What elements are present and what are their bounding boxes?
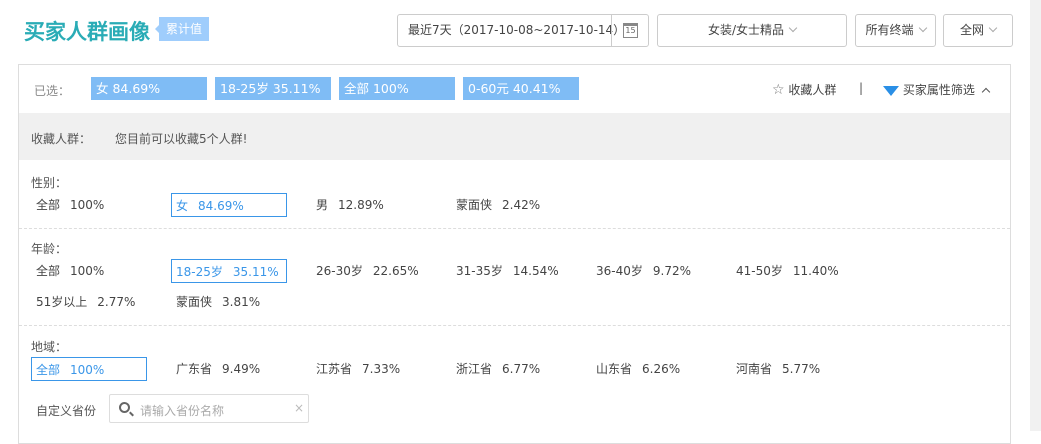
category-dropdown[interactable]: 女装/女士精品 [657,14,847,47]
option-name: 36-40岁 [596,264,643,278]
category-label: 女装/女士精品 [707,23,785,37]
option-value: 9.49% [222,362,261,376]
option-value: 7.33% [362,362,401,376]
age-option[interactable]: 全部 100% [36,259,104,283]
terminal-label: 所有终端 [865,23,914,37]
option-name: 女 [176,199,189,213]
page-title: 买家人群画像 [24,20,150,44]
scrollbar[interactable] [1030,0,1041,431]
option-name: 26-30岁 [316,264,363,278]
region-option[interactable]: 江苏省 7.33% [316,357,400,381]
option-name: 浙江省 [456,362,493,376]
calendar-button[interactable]: 15 [611,15,649,46]
region-option[interactable]: 全部 100% [31,357,147,381]
option-name: 全部 [36,363,61,377]
chevron-up-icon [981,87,990,97]
age-option[interactable]: 41-50岁 11.40% [736,259,839,283]
search-icon [119,402,130,413]
option-name: 41-50岁 [736,264,783,278]
option-value: 84.69% [198,199,244,213]
divider [19,228,1010,229]
favorite-crowd-label: 收藏人群 [788,83,837,97]
option-value: 100% [70,363,105,377]
custom-province-label: 自定义省份 [36,404,97,418]
date-range-label: 最近7天（2017-10-08~2017-10-14） [408,23,626,37]
option-value: 12.89% [338,198,384,212]
favorites-message: 您目前可以收藏5个人群! [115,132,248,146]
selected-chip[interactable]: 全部 100% [339,77,455,100]
region-option[interactable]: 浙江省 6.77% [456,357,540,381]
option-name: 蒙面侠 [456,198,493,212]
date-range-picker[interactable]: 最近7天（2017-10-08~2017-10-14） 15 [397,14,649,47]
option-value: 14.54% [512,264,559,278]
separator: | [859,81,864,95]
selected-chip[interactable]: 18-25岁 35.11% [215,77,331,100]
option-value: 2.77% [97,295,136,309]
gender-label: 性别： [31,176,68,190]
gender-option[interactable]: 蒙面侠 2.42% [456,193,540,217]
option-name: 广东省 [176,362,213,376]
option-value: 35.11% [232,265,279,279]
region-label: 地域： [31,340,68,354]
option-value: 100% [70,264,105,278]
option-value: 2.42% [502,198,541,212]
favorites-label: 收藏人群： [31,132,92,146]
selected-label: 已选： [34,84,71,98]
option-name: 全部 [36,264,61,278]
terminal-dropdown[interactable]: 所有终端 [855,14,936,47]
chevron-down-icon [918,23,927,33]
option-value: 6.26% [642,362,681,376]
option-value: 6.77% [502,362,541,376]
age-option[interactable]: 26-30岁 22.65% [316,259,419,283]
option-name: 河南省 [736,362,773,376]
funnel-icon [883,86,899,96]
option-name: 51岁以上 [36,295,88,309]
age-option[interactable]: 36-40岁 9.72% [596,259,691,283]
region-option[interactable]: 广东省 9.49% [176,357,260,381]
calendar-icon: 15 [623,23,638,38]
filter-label: 买家属性筛选 [902,83,975,97]
option-value: 5.77% [782,362,821,376]
age-option[interactable]: 31-35岁 14.54% [456,259,559,283]
gender-option[interactable]: 女 84.69% [171,193,287,217]
option-name: 山东省 [596,362,633,376]
selected-chip[interactable]: 女 84.69% [91,77,207,100]
favorites-row [19,113,1010,160]
buyer-attribute-filter-toggle[interactable]: 买家属性筛选 [883,81,990,98]
search-icon-handle [129,411,134,417]
option-value: 22.65% [372,264,419,278]
option-name: 18-25岁 [176,265,223,279]
gender-option[interactable]: 男 12.89% [316,193,384,217]
option-value: 11.40% [792,264,839,278]
gender-option[interactable]: 全部 100% [36,193,104,217]
option-name: 男 [316,198,329,212]
option-value: 3.81% [222,295,261,309]
clear-icon[interactable]: × [294,401,305,415]
divider [19,325,1010,326]
region-option[interactable]: 山东省 6.26% [596,357,680,381]
option-value: 9.72% [652,264,691,278]
channel-label: 全网 [959,23,984,37]
age-option[interactable]: 18-25岁 35.11% [171,259,287,283]
age-option[interactable]: 蒙面侠 3.81% [176,290,260,314]
selected-chip[interactable]: 0-60元 40.41% [463,77,579,100]
option-name: 31-35岁 [456,264,503,278]
option-value: 100% [70,198,105,212]
option-name: 江苏省 [316,362,353,376]
age-option[interactable]: 51岁以上 2.77% [36,290,135,314]
channel-dropdown[interactable]: 全网 [943,14,1013,47]
age-label: 年龄： [31,242,68,256]
favorite-crowd-button[interactable]: ☆ 收藏人群 [772,81,836,98]
chevron-down-icon [988,23,998,33]
chevron-down-icon [788,23,798,33]
option-name: 全部 [36,198,61,212]
star-icon: ☆ [772,82,785,98]
option-name: 蒙面侠 [176,295,213,309]
province-search-input[interactable]: 请输入省份名称 × [109,394,309,423]
region-option[interactable]: 河南省 5.77% [736,357,820,381]
search-placeholder: 请输入省份名称 [140,404,225,418]
cumulative-tag: 累计值 [155,17,209,41]
